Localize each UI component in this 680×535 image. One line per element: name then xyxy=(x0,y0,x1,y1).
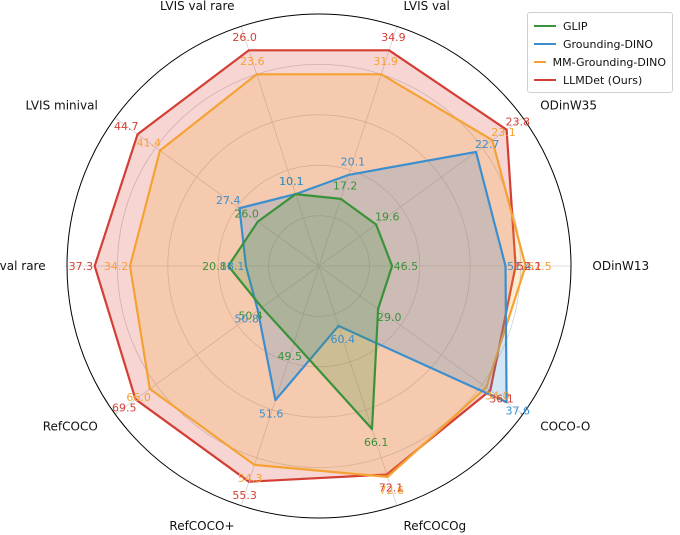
value-label-llmdet-ours-lvis-val: 34.9 xyxy=(381,31,406,44)
legend-swatch-mm-grounding-dino xyxy=(534,61,546,63)
value-label-grounding-dino-refcoco: 50.8 xyxy=(234,313,259,326)
value-label-mm-grounding-dino-odinw13: 52.5 xyxy=(527,260,552,273)
value-labels: 46.5 19.6 17.2 10.1 26.0 20.8 50.4 49.5 66.1 29.0… xyxy=(69,31,552,502)
axis-labels: ODinW13 ODinW35 LVIS val LVIS val rare LVIS … xyxy=(0,0,649,533)
value-label-mm-grounding-dino-lvis-minival: 41.4 xyxy=(137,136,162,149)
axis-label-lvis-val-rare: LVIS val rare xyxy=(160,0,235,13)
axis-label-lvis-minival: LVIS minival xyxy=(25,98,97,112)
value-label-mm-grounding-dino-odinw35: 23.1 xyxy=(491,126,516,139)
legend-label-glip: GLIP xyxy=(563,19,588,33)
radar-series xyxy=(93,49,527,483)
legend-label-llmdet: LLMDet (Ours) xyxy=(563,73,643,87)
value-label-llmdet-ours-odinw13: 52.1 xyxy=(517,260,542,273)
legend-swatch-llmdet xyxy=(534,79,556,81)
axis-label-coco-o: COCO-O xyxy=(540,420,590,434)
value-label-llmdet-ours-refcocog: 72.1 xyxy=(379,482,404,495)
grid-spoke-lvis-val xyxy=(318,26,398,267)
grid-spoke-refcocog xyxy=(318,265,398,506)
legend-item-llmdet: LLMDet (Ours) xyxy=(534,71,666,89)
value-label-glip-refcocog: 66.1 xyxy=(364,436,389,449)
legend-item-glip: GLIP xyxy=(534,17,666,35)
value-label-glip-refcoco: 49.5 xyxy=(278,350,303,363)
series-area-mm-grounding-dino xyxy=(128,73,527,478)
value-label-glip-odinw13: 46.5 xyxy=(394,260,419,273)
radar-grid xyxy=(66,13,572,519)
grid-spoke-lvis-val-rare xyxy=(240,26,320,267)
value-label-grounding-dino-refcoco: 51.6 xyxy=(259,407,284,420)
value-label-mm-grounding-dino-lvis-val-rare: 23.6 xyxy=(240,55,265,68)
grid-spoke-lvis-minival xyxy=(114,117,320,267)
axis-label-lvis-minival-rare: LVIS minival rare xyxy=(0,259,46,273)
axis-label-refcoco: RefCOCO xyxy=(43,420,98,434)
value-label-grounding-dino-odinw13: 51.4 xyxy=(507,260,532,273)
value-label-llmdet-ours-refcoco: 55.3 xyxy=(232,489,257,502)
axis-label-odinw13: ODinW13 xyxy=(592,259,649,273)
value-label-llmdet-ours-coco-o: 36.1 xyxy=(489,393,514,406)
value-label-llmdet-ours-odinw35: 23.8 xyxy=(506,116,531,129)
series-area-grounding-dino xyxy=(238,150,508,404)
value-label-grounding-dino-lvis-minival-rare: 18.1 xyxy=(220,260,245,273)
legend-label-mm-grounding-dino: MM-Grounding-DINO xyxy=(552,55,666,69)
legend: GLIP Grounding-DINO MM-Grounding-DINO LL… xyxy=(527,12,673,93)
legend-item-grounding-dino: Grounding-DINO xyxy=(534,35,666,53)
value-label-glip-coco-o: 29.0 xyxy=(377,311,402,324)
value-label-llmdet-ours-lvis-minival: 44.7 xyxy=(114,120,139,133)
value-label-glip-lvis-val-rare: 10.1 xyxy=(279,175,304,188)
legend-swatch-grounding-dino xyxy=(534,43,556,45)
value-label-glip-refcoco: 50.4 xyxy=(238,310,263,323)
value-label-llmdet-ours-lvis-val-rare: 26.0 xyxy=(232,31,257,44)
value-label-grounding-dino-coco-o: 37.6 xyxy=(506,404,531,417)
value-label-mm-grounding-dino-lvis-val: 31.9 xyxy=(373,55,398,68)
value-label-glip-odinw35: 19.6 xyxy=(375,210,400,223)
outer-frame xyxy=(66,13,572,519)
value-label-grounding-dino-odinw35: 22.7 xyxy=(475,138,500,151)
axis-label-refcocog: RefCOCOg xyxy=(404,519,467,533)
value-label-mm-grounding-dino-refcoco: 66.0 xyxy=(126,391,151,404)
value-label-llmdet-ours-refcoco: 69.5 xyxy=(112,402,137,415)
axis-label-lvis-val: LVIS val xyxy=(404,0,450,13)
value-label-grounding-dino-refcocog: 60.4 xyxy=(331,333,356,346)
legend-swatch-glip xyxy=(534,25,556,27)
value-label-llmdet-ours-lvis-minival-rare: 37.3 xyxy=(69,260,94,273)
series-area-glip xyxy=(227,193,394,431)
value-label-glip-lvis-minival-rare: 20.8 xyxy=(202,260,227,273)
value-label-mm-grounding-dino-lvis-minival-rare: 34.2 xyxy=(104,260,129,273)
grid-spoke-coco-o xyxy=(318,265,524,415)
legend-item-mm-grounding-dino: MM-Grounding-DINO xyxy=(534,53,666,71)
axis-label-refcoco: RefCOCO+ xyxy=(169,519,234,533)
grid-spoke-odinw35 xyxy=(318,117,524,267)
value-label-mm-grounding-dino-refcocog: 72.6 xyxy=(380,484,405,497)
legend-label-grounding-dino: Grounding-DINO xyxy=(563,37,654,51)
value-label-grounding-dino-lvis-minival: 27.4 xyxy=(216,194,241,207)
value-label-grounding-dino-lvis-val-rare: 10.1 xyxy=(279,175,304,188)
value-label-glip-lvis-val: 17.2 xyxy=(333,180,358,193)
value-label-grounding-dino-lvis-val: 20.1 xyxy=(341,156,366,169)
value-label-glip-lvis-minival: 26.0 xyxy=(234,207,259,220)
value-label-mm-grounding-dino-refcoco: 54.3 xyxy=(238,472,263,485)
axis-label-odinw35: ODinW35 xyxy=(540,98,597,112)
value-label-mm-grounding-dino-coco-o: 34.0 xyxy=(485,390,510,403)
